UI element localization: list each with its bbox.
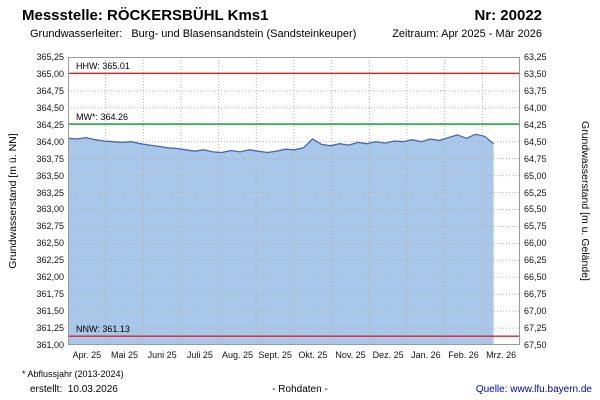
x-axis-tick: Aug. 25 — [221, 350, 254, 360]
y-axis-tick-right: 66,50 — [524, 272, 547, 283]
y-axis-tick-right: 67,50 — [524, 340, 547, 350]
x-axis-tick: Mrz. 26 — [486, 350, 517, 360]
right-axis-title: Grundwasserstand [m u. Gelände] — [579, 121, 591, 281]
subheader: Grundwasserleiter: Burg- und Blasensandst… — [30, 28, 542, 40]
x-axis-tick: Jan. 26 — [411, 350, 441, 360]
y-axis-tick-right: 64,00 — [524, 102, 547, 113]
y-axis-tick-right: 65,00 — [524, 170, 547, 181]
y-axis-tick-right: 66,00 — [524, 238, 547, 249]
aquifer-value: Burg- und Blasensandstein (Sandsteinkeup… — [131, 28, 357, 40]
y-axis-tick-left: 364,00 — [36, 136, 64, 147]
aquifer: Grundwasserleiter: Burg- und Blasensandst… — [30, 28, 356, 40]
y-axis-tick-right: 66,25 — [524, 255, 547, 266]
series-area-fill — [68, 134, 494, 345]
y-axis-tick-left: 362,50 — [36, 238, 64, 249]
y-axis-tick-left: 365,25 — [36, 52, 64, 62]
header: Messstelle: RÖCKERSBÜHL Kms1 Nr: 20022 — [22, 7, 542, 24]
x-axis-tick: Feb. 26 — [448, 350, 479, 360]
y-axis-tick-left: 363,00 — [36, 204, 64, 215]
x-axis-tick: Sept. 25 — [258, 350, 292, 360]
y-axis-tick-left: 364,75 — [36, 85, 64, 96]
y-axis-tick-left: 363,75 — [36, 153, 64, 164]
x-axis-tick: Apr. 25 — [72, 350, 102, 360]
y-axis-tick-right: 63,75 — [524, 85, 547, 96]
station-number: Nr: 20022 — [474, 7, 542, 24]
y-axis-tick-left: 363,50 — [36, 170, 64, 181]
created-date: erstellt: 10.03.2026 — [30, 384, 118, 395]
series-line — [68, 133, 495, 154]
y-axis-tick-left: 362,00 — [36, 272, 64, 283]
y-axis-tick-right: 65,25 — [524, 187, 547, 198]
station-title: Messstelle: RÖCKERSBÜHL Kms1 — [22, 7, 269, 24]
y-axis-tick-left: 361,50 — [36, 306, 64, 317]
y-axis-tick-left: 365,00 — [36, 68, 64, 79]
y-axis-tick-left: 361,00 — [36, 340, 64, 350]
y-axis-tick-right: 65,75 — [524, 221, 547, 232]
footnote-abflussjahr: * Abflussjahr (2013-2024) — [22, 369, 124, 379]
y-axis-tick-left: 361,25 — [36, 323, 64, 334]
x-axis-tick: Mai 25 — [110, 350, 139, 360]
y-axis-tick-right: 67,00 — [524, 306, 547, 317]
x-axis-tick: Juni 25 — [147, 350, 177, 360]
source: Quelle: www.lfu.bayern.de — [476, 384, 592, 395]
x-axis-tick: Dez. 25 — [372, 350, 404, 360]
ref-line-label-mw: MW*: 364.26 — [76, 112, 129, 123]
y-axis-tick-right: 65,50 — [524, 204, 547, 215]
x-axis-tick: Nov. 25 — [335, 350, 366, 360]
y-axis-tick-right: 64,50 — [524, 136, 547, 147]
y-axis-tick-right: 64,75 — [524, 153, 547, 164]
y-axis-tick-left: 362,25 — [36, 255, 64, 266]
y-axis-tick-left: 364,50 — [36, 102, 64, 113]
ref-line-label-nnw: NNW: 361.13 — [76, 324, 130, 335]
ref-line-label-hhw: HHW: 365.01 — [76, 61, 130, 72]
aquifer-label: Grundwasserleiter: — [30, 28, 123, 40]
y-axis-tick-right: 64,25 — [524, 119, 547, 130]
x-axis-tick: Okt. 25 — [298, 350, 328, 360]
source-label: Quelle: — [475, 384, 511, 395]
period-label: Zeitraum: Apr 2025 - Mär 2026 — [392, 28, 542, 40]
rohdaten-label: - Rohdaten - — [272, 384, 328, 395]
source-link[interactable]: www.lfu.bayern.de — [510, 384, 592, 395]
plot-border — [68, 57, 520, 345]
y-axis-tick-right: 66,75 — [524, 289, 547, 300]
y-axis-tick-left: 361,75 — [36, 289, 64, 300]
x-axis-tick: Juli 25 — [186, 350, 213, 360]
y-axis-tick-right: 63,50 — [524, 68, 547, 79]
plot-area — [68, 57, 520, 345]
y-axis-tick-left: 363,25 — [36, 187, 64, 198]
y-axis-tick-right: 67,25 — [524, 323, 547, 334]
y-axis-tick-right: 63,25 — [524, 52, 547, 62]
y-axis-tick-left: 364,25 — [36, 119, 64, 130]
y-axis-tick-left: 362,75 — [36, 221, 64, 232]
